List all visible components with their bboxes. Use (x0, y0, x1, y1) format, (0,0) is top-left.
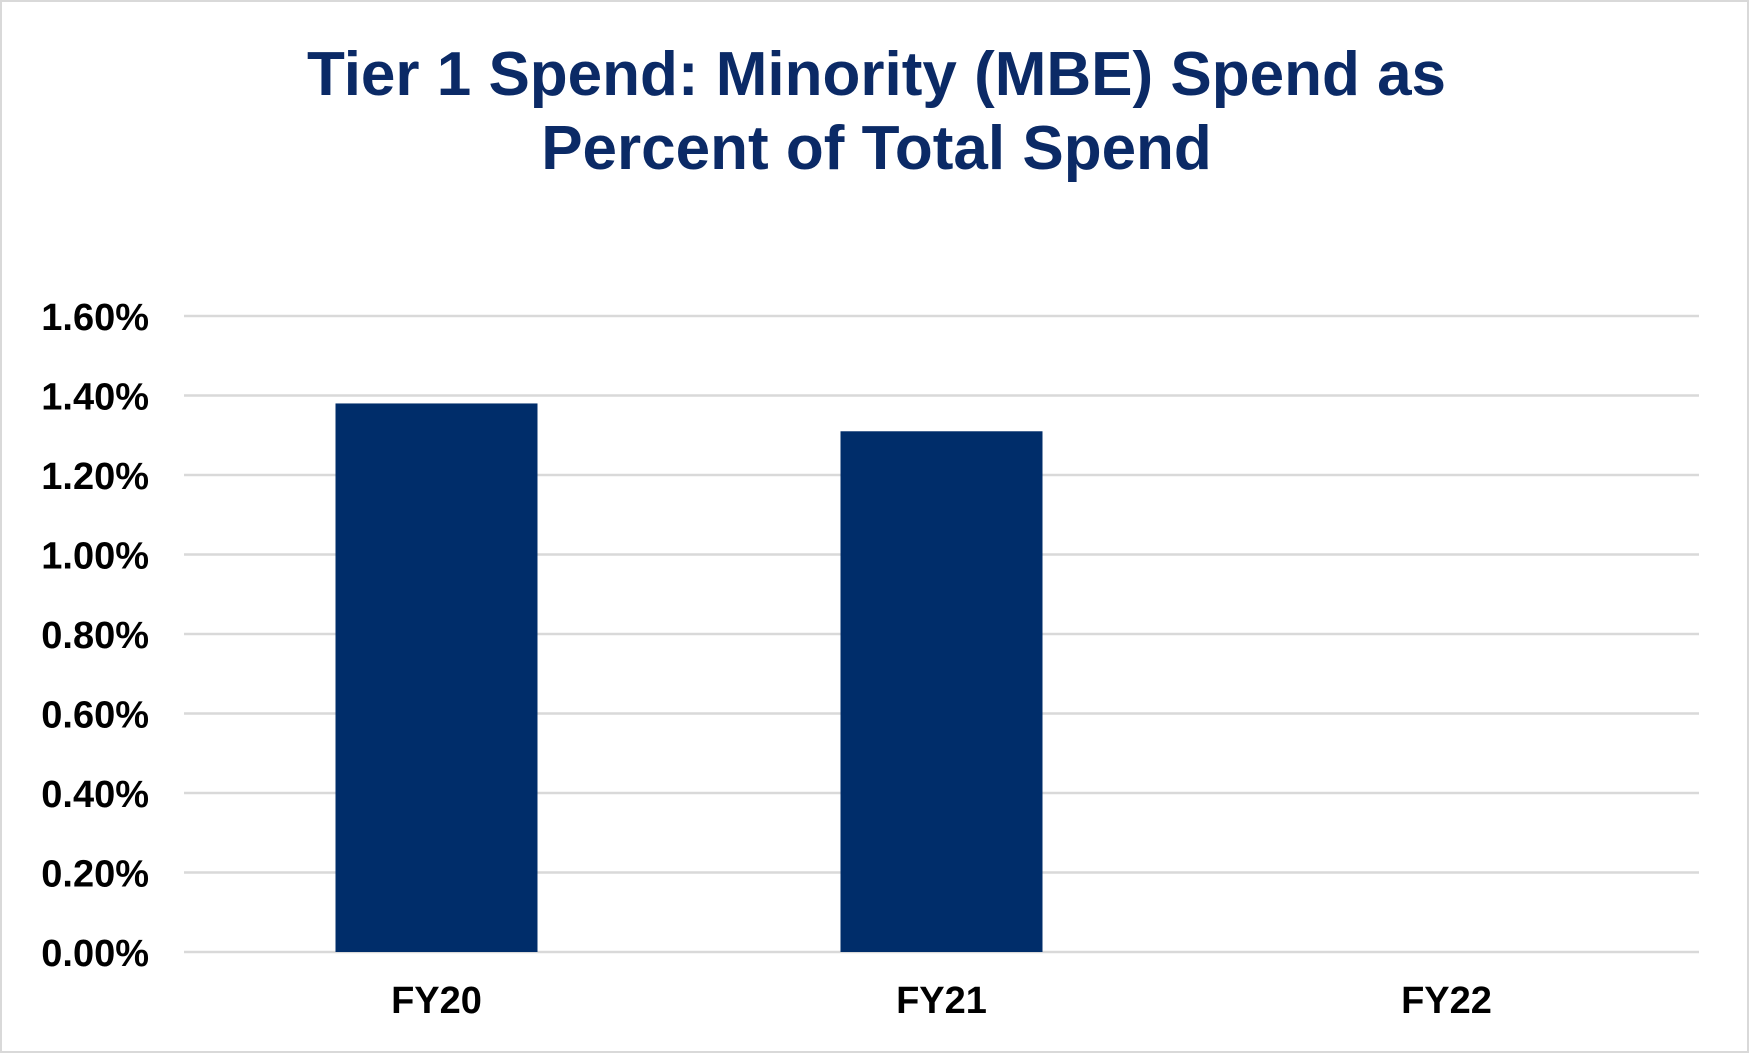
y-tick-label: 1.60% (41, 297, 149, 339)
y-tick-label: 1.40% (41, 377, 149, 419)
x-tick-label: FY21 (896, 980, 987, 1022)
bar-fy20 (335, 403, 538, 952)
bar-fy21 (840, 431, 1043, 952)
y-tick-label: 0.40% (41, 774, 149, 816)
y-tick-label: 0.00% (41, 933, 149, 975)
y-tick-label: 0.20% (41, 854, 149, 896)
chart-title: Tier 1 Spend: Minority (MBE) Spend as Pe… (306, 40, 1447, 183)
x-axis-ticks: FY20 FY21 FY22 (391, 980, 1492, 1022)
y-tick-label: 0.80% (41, 615, 149, 657)
bars (335, 403, 1043, 952)
y-tick-label: 0.60% (41, 695, 149, 737)
x-tick-label: FY20 (391, 980, 482, 1022)
y-axis-ticks: 0.00% 0.20% 0.40% 0.60% 0.80% 1.00% 1.20% 1.40%… (41, 297, 149, 975)
x-tick-label: FY22 (1401, 980, 1492, 1022)
y-tick-label: 1.20% (41, 456, 149, 498)
y-tick-label: 1.00% (41, 536, 149, 578)
